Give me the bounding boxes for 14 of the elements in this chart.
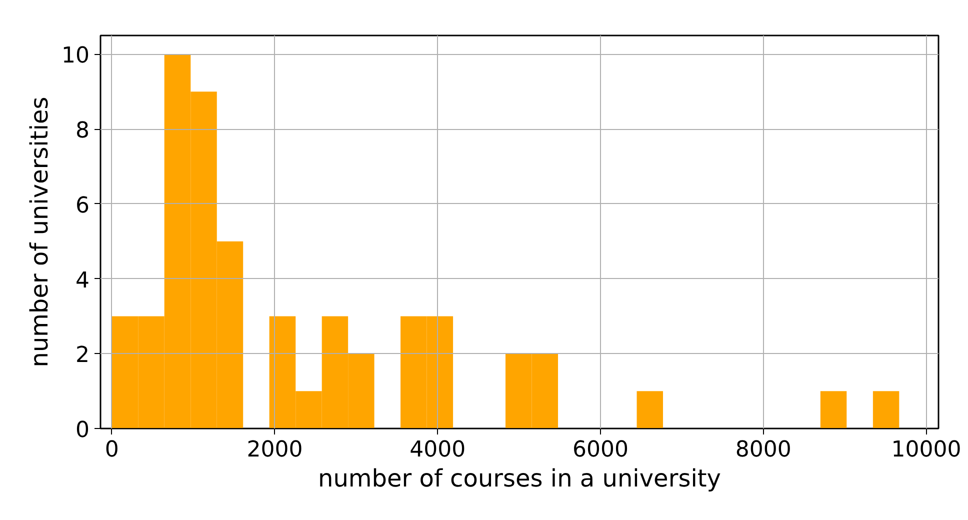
- x-axis-title: number of courses in a university: [318, 464, 721, 492]
- x-tick-label: 6000: [572, 438, 629, 462]
- y-tick-label: 2: [76, 343, 90, 368]
- x-tick-label: 8000: [735, 438, 792, 462]
- y-tick-label: 10: [62, 44, 90, 69]
- y-axis-title: number of universities: [26, 96, 54, 368]
- y-tick-label: 0: [76, 418, 90, 443]
- y-tick-label: 6: [76, 193, 90, 218]
- x-tick-label: 10000: [891, 438, 962, 462]
- x-tick-label: 0: [104, 438, 119, 462]
- x-tick-label: 4000: [410, 438, 466, 462]
- y-tick-label: 4: [76, 268, 90, 294]
- y-tick-label: 8: [76, 118, 90, 144]
- x-tick-label: 2000: [246, 438, 303, 462]
